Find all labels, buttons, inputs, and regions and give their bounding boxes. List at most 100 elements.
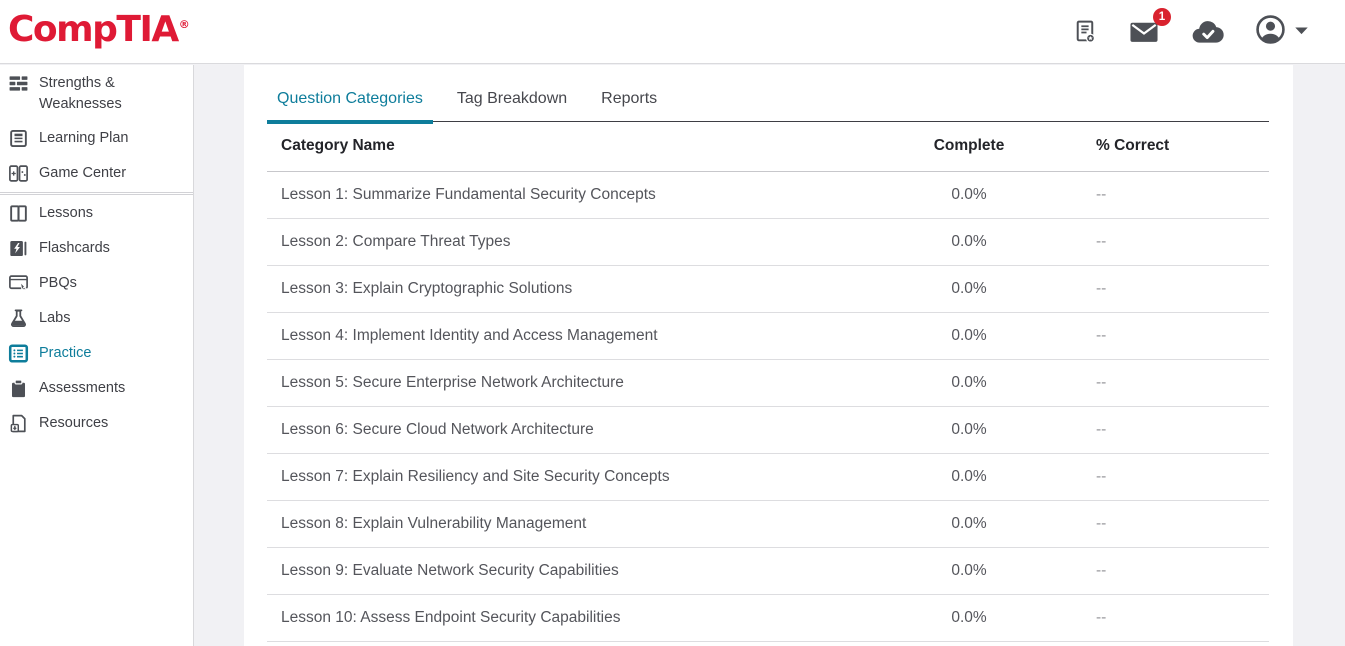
score-report-button[interactable] bbox=[1072, 17, 1099, 47]
score-report-icon bbox=[1072, 17, 1099, 47]
labs-icon bbox=[8, 308, 29, 329]
column-header-percent-correct: % Correct bbox=[1039, 122, 1269, 172]
table-row: Lesson 1: Summarize Fundamental Security… bbox=[267, 171, 1269, 219]
top-header: CompTIA® 1 bbox=[0, 0, 1345, 64]
complete-cell: 0.0% bbox=[899, 406, 1039, 454]
complete-cell: 0.0% bbox=[899, 171, 1039, 219]
complete-cell: 0.0% bbox=[899, 500, 1039, 548]
sidebar-item-label: Assessments bbox=[39, 380, 126, 396]
category-name-cell[interactable]: Lesson 9: Evaluate Network Security Capa… bbox=[267, 547, 899, 595]
percent-correct-cell: -- bbox=[1039, 594, 1269, 642]
percent-correct-cell: -- bbox=[1039, 265, 1269, 313]
sidebar-item-pbqs[interactable]: PBQs bbox=[0, 266, 193, 301]
sidebar-item-flashcards[interactable]: Flashcards bbox=[0, 231, 193, 266]
account-menu-button[interactable] bbox=[1254, 13, 1309, 51]
sidebar-item-label: Labs bbox=[39, 310, 71, 326]
sidebar: Strengths & Weaknesses Learning Plan Gam… bbox=[0, 65, 194, 646]
sidebar-item-label: Strengths & Weaknesses bbox=[39, 75, 122, 112]
sidebar-item-resources[interactable]: Resources bbox=[0, 406, 193, 441]
learning-plan-icon bbox=[8, 128, 29, 149]
sidebar-item-label: Lessons bbox=[39, 205, 94, 221]
category-name-cell[interactable]: Lesson 5: Secure Enterprise Network Arch… bbox=[267, 359, 899, 407]
category-name-cell[interactable]: Lesson 6: Secure Cloud Network Architect… bbox=[267, 406, 899, 454]
percent-correct-cell: -- bbox=[1039, 171, 1269, 219]
practice-icon bbox=[8, 343, 29, 364]
complete-cell: 0.0% bbox=[899, 453, 1039, 501]
sidebar-item-labs[interactable]: Labs bbox=[0, 301, 193, 336]
sidebar-item-label: Learning Plan bbox=[39, 130, 129, 146]
table-row: Lesson 3: Explain Cryptographic Solution… bbox=[267, 265, 1269, 313]
logo-text: CompTIA bbox=[8, 9, 179, 50]
column-header-category-name: Category Name bbox=[267, 122, 899, 172]
tabs: Question Categories Tag Breakdown Report… bbox=[267, 90, 1269, 124]
table-row: Lesson 7: Explain Resiliency and Site Se… bbox=[267, 453, 1269, 501]
game-center-icon bbox=[8, 163, 29, 184]
sidebar-item-label: Flashcards bbox=[39, 240, 110, 256]
complete-cell: 0.0% bbox=[899, 547, 1039, 595]
complete-cell: 0.0% bbox=[899, 594, 1039, 642]
category-name-cell[interactable]: Lesson 1: Summarize Fundamental Security… bbox=[267, 171, 899, 219]
percent-correct-cell: -- bbox=[1039, 406, 1269, 454]
category-table: Category Name Complete % Correct Lesson … bbox=[267, 122, 1269, 642]
table-header-row: Category Name Complete % Correct bbox=[267, 122, 1269, 172]
strengths-weaknesses-icon bbox=[8, 73, 29, 94]
page-body: Strengths & Weaknesses Learning Plan Gam… bbox=[0, 65, 1345, 646]
category-name-cell[interactable]: Lesson 4: Implement Identity and Access … bbox=[267, 312, 899, 360]
sidebar-item-label: Game Center bbox=[39, 165, 127, 181]
account-icon bbox=[1254, 13, 1287, 51]
category-name-cell[interactable]: Lesson 3: Explain Cryptographic Solution… bbox=[267, 265, 899, 313]
sidebar-nav: Strengths & Weaknesses Learning Plan Gam… bbox=[0, 67, 193, 441]
mail-badge: 1 bbox=[1153, 7, 1171, 26]
mail-icon bbox=[1126, 16, 1162, 48]
category-name-cell[interactable]: Lesson 10: Assess Endpoint Security Capa… bbox=[267, 594, 899, 642]
column-header-complete: Complete bbox=[899, 122, 1039, 172]
assessments-icon bbox=[8, 378, 29, 399]
sidebar-item-label: PBQs bbox=[39, 275, 77, 291]
cloud-check-icon bbox=[1189, 16, 1227, 48]
category-name-cell[interactable]: Lesson 2: Compare Threat Types bbox=[267, 218, 899, 266]
comptia-logo[interactable]: CompTIA® bbox=[8, 9, 190, 50]
percent-correct-cell: -- bbox=[1039, 500, 1269, 548]
tab-tag-breakdown[interactable]: Tag Breakdown bbox=[456, 90, 568, 107]
sidebar-item-practice[interactable]: Practice bbox=[0, 336, 193, 371]
table-row: Lesson 5: Secure Enterprise Network Arch… bbox=[267, 359, 1269, 407]
complete-cell: 0.0% bbox=[899, 265, 1039, 313]
sidebar-item-strengths-weaknesses[interactable]: Strengths & Weaknesses bbox=[0, 67, 193, 121]
table-row: Lesson 2: Compare Threat Types 0.0% -- bbox=[267, 218, 1269, 266]
sidebar-item-game-center[interactable]: Game Center bbox=[0, 156, 193, 191]
tab-question-categories[interactable]: Question Categories bbox=[267, 90, 433, 124]
flashcards-icon bbox=[8, 238, 29, 259]
table-row: Lesson 4: Implement Identity and Access … bbox=[267, 312, 1269, 360]
sidebar-item-label: Practice bbox=[39, 345, 92, 361]
tab-reports[interactable]: Reports bbox=[601, 90, 658, 107]
header-icon-bar: 1 bbox=[1072, 7, 1309, 51]
sidebar-item-lessons[interactable]: Lessons bbox=[0, 196, 193, 231]
sidebar-item-label: Resources bbox=[39, 415, 109, 431]
mail-button[interactable]: 1 bbox=[1126, 7, 1171, 48]
resources-icon bbox=[8, 413, 29, 434]
category-name-cell[interactable]: Lesson 8: Explain Vulnerability Manageme… bbox=[267, 500, 899, 548]
lessons-icon bbox=[8, 203, 29, 224]
main-content: Question Categories Tag Breakdown Report… bbox=[244, 65, 1293, 646]
category-table-body: Lesson 1: Summarize Fundamental Security… bbox=[267, 171, 1269, 642]
sidebar-item-assessments[interactable]: Assessments bbox=[0, 371, 193, 406]
table-row: Lesson 10: Assess Endpoint Security Capa… bbox=[267, 594, 1269, 642]
registered-mark: ® bbox=[178, 18, 190, 31]
pbqs-icon bbox=[8, 273, 29, 294]
percent-correct-cell: -- bbox=[1039, 547, 1269, 595]
sidebar-section-divider bbox=[0, 192, 193, 195]
table-row: Lesson 8: Explain Vulnerability Manageme… bbox=[267, 500, 1269, 548]
complete-cell: 0.0% bbox=[899, 359, 1039, 407]
percent-correct-cell: -- bbox=[1039, 218, 1269, 266]
sidebar-item-learning-plan[interactable]: Learning Plan bbox=[0, 121, 193, 156]
complete-cell: 0.0% bbox=[899, 218, 1039, 266]
percent-correct-cell: -- bbox=[1039, 312, 1269, 360]
category-name-cell[interactable]: Lesson 7: Explain Resiliency and Site Se… bbox=[267, 453, 899, 501]
cloud-sync-button[interactable] bbox=[1189, 16, 1227, 48]
table-row: Lesson 9: Evaluate Network Security Capa… bbox=[267, 547, 1269, 595]
percent-correct-cell: -- bbox=[1039, 359, 1269, 407]
percent-correct-cell: -- bbox=[1039, 453, 1269, 501]
complete-cell: 0.0% bbox=[899, 312, 1039, 360]
table-row: Lesson 6: Secure Cloud Network Architect… bbox=[267, 406, 1269, 454]
caret-down-icon bbox=[1294, 23, 1309, 41]
